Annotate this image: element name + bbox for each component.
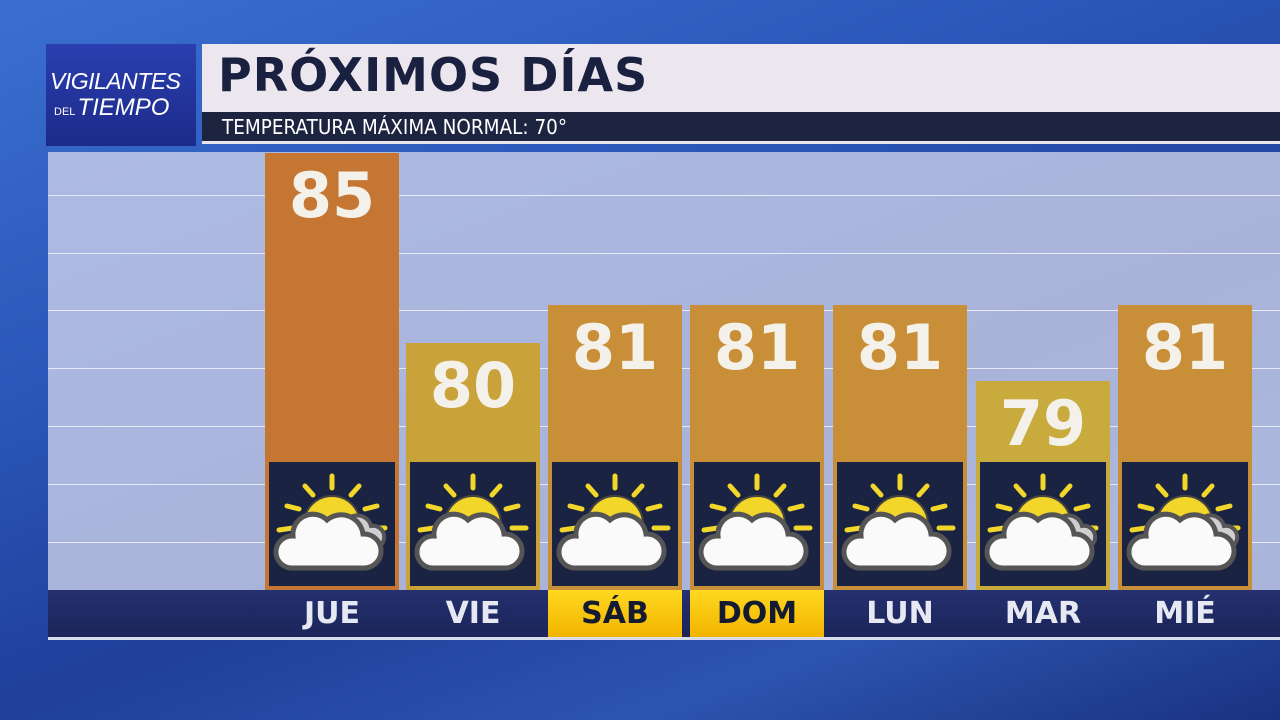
temperature-label: 81	[713, 311, 801, 384]
temperature-label: 81	[571, 311, 659, 384]
day-label: SÁB	[548, 590, 682, 637]
logo-line2: DELTIEMPO	[54, 94, 169, 122]
temperature-label: 85	[288, 159, 376, 232]
bar-mar: 79	[976, 381, 1110, 590]
partly-cloudy-icon	[410, 462, 536, 586]
partly-cloudy-icon	[694, 462, 820, 586]
vigilantes-del-tiempo-logo: VIGILANTES DELTIEMPO	[46, 44, 196, 146]
day-labels-bar: JUE VIE SÁB DOM LUN MAR MIÉ	[48, 590, 1280, 640]
partly-cloudy-extra-cloud-icon	[1122, 462, 1248, 586]
partly-cloudy-icon	[552, 462, 678, 586]
title-box: PRÓXIMOS DÍAS	[202, 44, 1280, 112]
logo-del: DEL	[54, 106, 76, 118]
partly-cloudy-icon	[837, 462, 963, 586]
bar-vie: 80	[406, 343, 540, 590]
chart-panel: 85 80 81 81 81 79 81	[48, 152, 1280, 590]
bar-dom: 81	[690, 305, 824, 590]
logo-line1: VIGILANTES	[50, 68, 181, 94]
day-label: JUE	[303, 596, 360, 631]
partly-cloudy-extra-cloud-icon	[269, 462, 395, 586]
subtitle-bar: TEMPERATURA MÁXIMA NORMAL: 70°	[202, 112, 1280, 144]
page-title: PRÓXIMOS DÍAS	[218, 48, 649, 102]
temperature-label: 80	[429, 349, 517, 422]
temperature-label: 79	[999, 387, 1087, 460]
bar-jue: 85	[265, 153, 399, 590]
gridline	[48, 195, 1280, 196]
day-label: MAR	[1004, 596, 1082, 631]
day-label: DOM	[690, 590, 824, 637]
gridline	[48, 253, 1280, 254]
day-label: LUN	[866, 596, 934, 631]
temperature-label: 81	[1141, 311, 1229, 384]
day-label: MIÉ	[1154, 596, 1216, 631]
temperature-label: 81	[856, 311, 944, 384]
day-label: VIE	[445, 596, 501, 631]
bar-mié: 81	[1118, 305, 1252, 590]
normal-high-label: TEMPERATURA MÁXIMA NORMAL: 70°	[222, 115, 568, 139]
bar-lun: 81	[833, 305, 967, 590]
bar-sáb: 81	[548, 305, 682, 590]
partly-cloudy-extra-cloud-icon	[980, 462, 1106, 586]
logo-tiempo: TIEMPO	[77, 94, 170, 121]
